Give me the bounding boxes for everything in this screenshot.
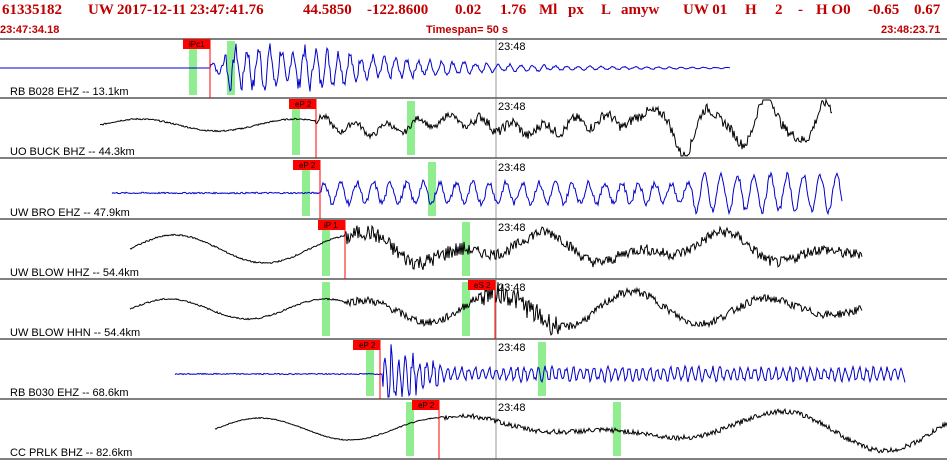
field-h0: H O0 (816, 2, 851, 18)
pick-flag[interactable] (412, 400, 439, 410)
minute-label: 23:48 (498, 222, 526, 234)
pick-label: eP 2 (418, 401, 435, 410)
end-time: 23:48:23.71 (881, 24, 941, 36)
start-time: 23:47:34.18 (0, 24, 60, 36)
timespan: Timespan= 50 s (426, 24, 509, 36)
phase-marker[interactable] (322, 222, 330, 276)
event-latitude: 44.5850 (303, 2, 352, 18)
pick-flag[interactable] (353, 340, 380, 350)
pick-label: eP 2 (299, 161, 316, 170)
pick-flag[interactable] (183, 39, 210, 49)
event-datetime: 2017-12-11 23:47:41.76 (117, 2, 264, 18)
phase-marker[interactable] (302, 162, 310, 216)
waveform (111, 171, 843, 216)
station-label: CC PRLK BHZ -- 82.6km (10, 447, 132, 459)
event-id: 61335182 (2, 2, 62, 18)
minute-label: 23:48 (498, 342, 526, 354)
phase-marker[interactable] (406, 402, 414, 456)
trace-row[interactable]: 23:48 eP 2 UW BRO EHZ -- 47.9km (0, 160, 947, 220)
pick-flag[interactable] (293, 160, 320, 170)
event-header: 61335182 UW 2017-12-11 23:47:41.76 44.58… (0, 0, 947, 21)
event-longitude: -122.8600 (367, 2, 429, 18)
minute-label: 23:48 (498, 162, 526, 174)
event-source: UW 01 (683, 2, 728, 18)
trace-row[interactable]: 23:48 iPc1 RB B028 EHZ -- 13.1km (0, 39, 947, 99)
station-label: RB B028 EHZ -- 13.1km (10, 86, 129, 98)
waveform (214, 408, 947, 454)
phase-marker[interactable] (292, 101, 300, 155)
waveform (174, 344, 906, 398)
seismogram-panel[interactable]: 23:48 iPc1 RB B028 EHZ -- 13.1km 23:48 eP 2 U… (0, 38, 947, 460)
station-label: UW BLOW HHN -- 54.4km (10, 327, 140, 339)
event-quality: L (601, 2, 612, 18)
trace-row[interactable]: 23:48 eS 2 UW BLOW HHN -- 54.4km (0, 280, 947, 340)
phase-marker[interactable] (538, 342, 546, 396)
station-label: RB B030 EHZ -- 68.6km (10, 387, 129, 399)
station-label: UW BRO EHZ -- 47.9km (10, 207, 130, 219)
event-magnitude: 1.76 (500, 2, 527, 18)
trace-row[interactable]: 23:48 eP 2 CC PRLK BHZ -- 82.6km (0, 400, 947, 460)
field-n2: 2 (775, 2, 783, 18)
network-code: UW (88, 2, 114, 18)
event-type: px (568, 2, 584, 18)
waveform (0, 43, 731, 92)
trace-row[interactable]: 23:48 eP 2 UO BUCK BHZ -- 44.3km (0, 98, 947, 159)
field-dash: - (798, 2, 803, 18)
minute-label: 23:48 (498, 402, 526, 414)
pick-label: eP 2 (295, 100, 312, 109)
pick-label: iP 1 (324, 221, 338, 230)
event-depth: 0.02 (455, 2, 482, 18)
pick-flag[interactable] (468, 280, 495, 290)
phase-marker[interactable] (227, 41, 235, 95)
trace-row[interactable]: 23:48 eP 2 RB B030 EHZ -- 68.6km (0, 340, 947, 400)
magnitude-type: Ml (539, 2, 558, 18)
waveform (129, 281, 863, 336)
waveform (99, 98, 833, 157)
phase-marker[interactable] (428, 162, 436, 216)
event-author: amyw (621, 2, 660, 18)
phase-marker[interactable] (366, 342, 374, 396)
pick-flag[interactable] (289, 99, 316, 109)
station-label: UW BLOW HHZ -- 54.4km (10, 267, 139, 279)
field-v2: 0.67 (914, 2, 941, 18)
waveform (129, 224, 863, 270)
minute-label: 23:48 (498, 282, 526, 294)
phase-marker[interactable] (462, 222, 470, 276)
h-code: H (745, 2, 757, 18)
phase-marker[interactable] (462, 282, 470, 336)
phase-marker[interactable] (322, 282, 330, 336)
time-axis-header: 23:47:34.18 Timespan= 50 s 23:48:23.71 (0, 22, 947, 38)
station-label: UO BUCK BHZ -- 44.3km (10, 146, 135, 158)
pick-flag[interactable] (318, 220, 345, 230)
trace-row[interactable]: 23:48 iP 1 UW BLOW HHZ -- 54.4km (0, 220, 947, 280)
minute-label: 23:48 (498, 101, 526, 113)
pick-label: eS 2 (474, 281, 491, 290)
pick-label: eP 2 (359, 341, 376, 350)
pick-label: iPc1 (189, 40, 205, 49)
field-v1: -0.65 (868, 2, 900, 18)
minute-label: 23:48 (498, 41, 526, 53)
